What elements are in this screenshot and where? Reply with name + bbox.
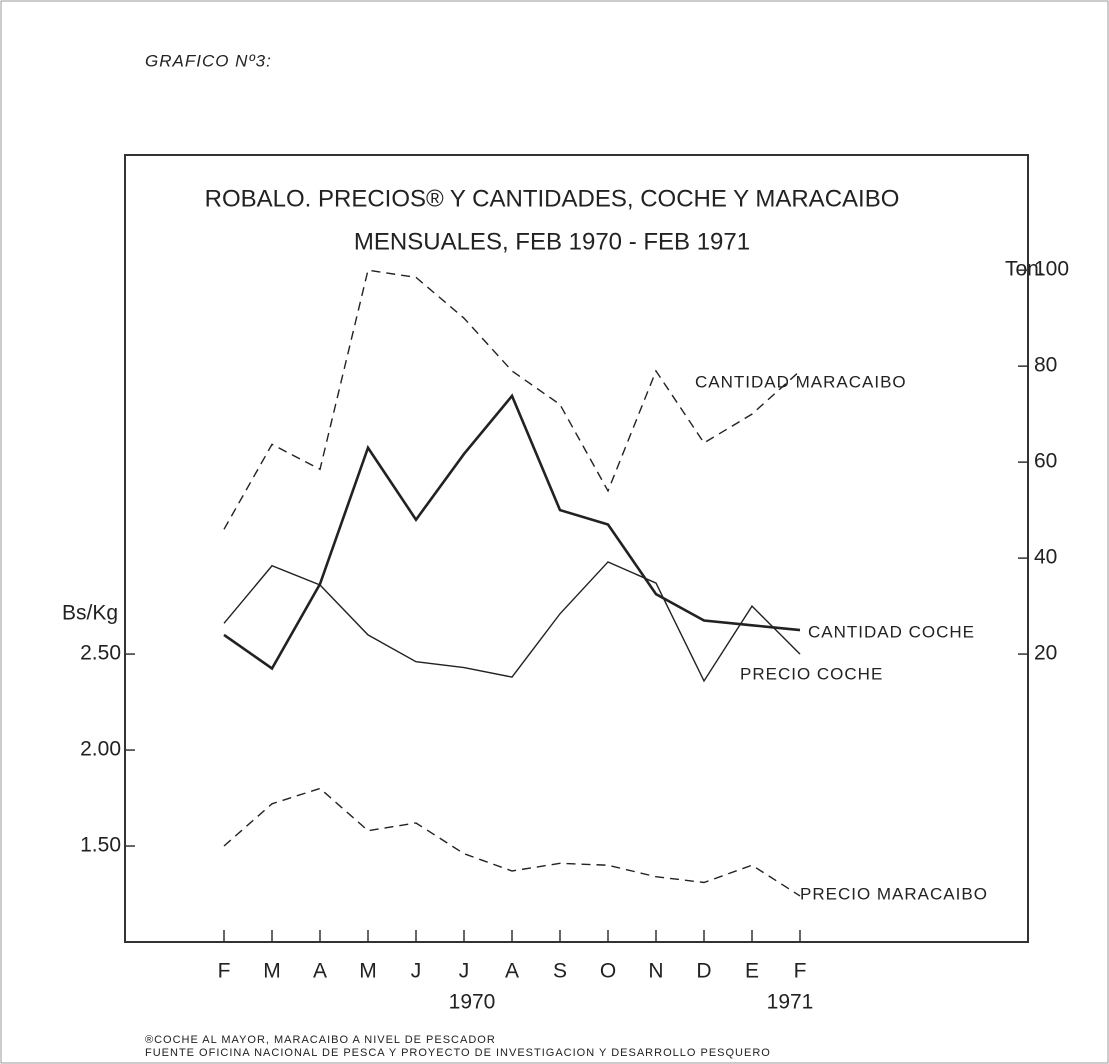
y-tick-label: 2.00 xyxy=(80,738,121,761)
series-label: PRECIO COCHE xyxy=(740,664,883,683)
y2-tick-label: 40 xyxy=(1034,546,1057,569)
y2-tick-label: 60 xyxy=(1034,450,1057,473)
x-tick-label: F xyxy=(218,960,231,983)
y2-label: Ton. xyxy=(1005,258,1045,281)
x-tick-label: A xyxy=(505,960,519,983)
y2-tick-label: 80 xyxy=(1034,354,1057,377)
y-tick-label: 2.50 xyxy=(80,642,121,665)
x-tick-label: M xyxy=(359,960,377,983)
series-label: CANTIDAD MARACAIBO xyxy=(695,372,907,391)
series-label: CANTIDAD COCHE xyxy=(808,622,975,641)
chart-title: ROBALO. PRECIOS® Y CANTIDADES, COCHE Y M… xyxy=(205,185,900,212)
x-tick-label: D xyxy=(696,960,711,983)
chart-subtitle: MENSUALES, FEB 1970 - FEB 1971 xyxy=(354,228,750,255)
series-line xyxy=(223,393,801,671)
heading: GRAFICO Nº3: xyxy=(145,51,272,70)
x-tick-label: A xyxy=(313,960,327,983)
x-tick-label: M xyxy=(263,960,281,983)
x-tick-label: J xyxy=(459,960,470,983)
x-tick-label: N xyxy=(648,960,663,983)
x-tick-label: F xyxy=(794,960,807,983)
y-tick-label: 1.50 xyxy=(80,834,121,857)
year-label: 1971 xyxy=(767,991,814,1014)
series-line xyxy=(223,269,801,530)
x-tick-label: S xyxy=(553,960,567,983)
x-tick-label: O xyxy=(600,960,616,983)
plot-frame xyxy=(124,154,1029,943)
y2-tick-label: 100 xyxy=(1034,258,1069,281)
x-tick-label: J xyxy=(411,960,422,983)
series-line xyxy=(223,561,801,683)
series-label: PRECIO MARACAIBO xyxy=(800,884,988,903)
y2-tick-label: 20 xyxy=(1034,642,1057,665)
x-tick-label: E xyxy=(745,960,759,983)
y-label: Bs/Kg xyxy=(62,602,118,625)
footnote: FUENTE OFICINA NACIONAL DE PESCA Y PROYE… xyxy=(145,1047,771,1059)
series-line xyxy=(223,787,801,897)
year-label: 1970 xyxy=(449,991,496,1014)
footnote: ®COCHE AL MAYOR, MARACAIBO A NIVEL DE PE… xyxy=(145,1034,496,1046)
